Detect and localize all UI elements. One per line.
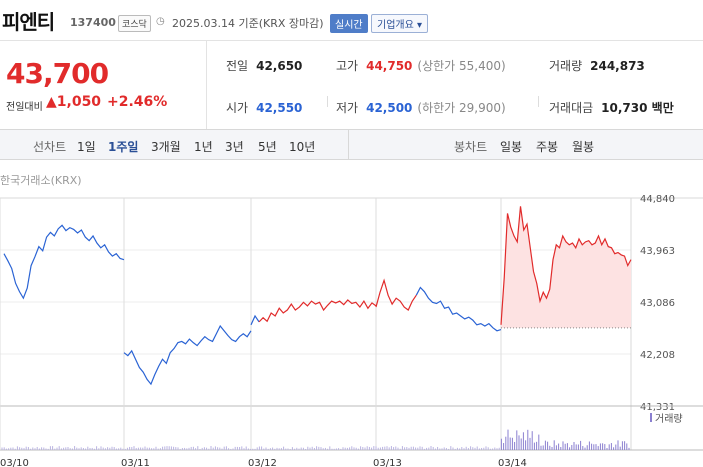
tab-3m[interactable]: 3개월 [151, 140, 181, 154]
low-price: 저가 42,500 (하한가 29,900) [336, 99, 506, 116]
tab-3y[interactable]: 3년 [225, 140, 244, 154]
stock-name: 피엔티 [2, 10, 55, 34]
high-price: 고가 44,750 (상한가 55,400) [336, 57, 506, 74]
x-tick-label: 03/13 [373, 458, 402, 467]
x-tick-label: 03/11 [121, 458, 150, 467]
open-price: 시가 42,550 [226, 99, 302, 116]
prev-close: 전일 42,650 [226, 57, 302, 74]
chart-tabs: 선차트 1일 1주일 3개월 1년 3년 5년 10년 봉차트 일봉 주봉 월봉 [0, 130, 703, 160]
price-series-line [258, 299, 377, 323]
low-value: 42,500 [366, 101, 413, 115]
amount-label: 거래대금 [549, 101, 594, 115]
divider [327, 96, 328, 107]
price-series-line [415, 286, 502, 332]
candle-chart-label: 봉차트 [454, 140, 488, 154]
divider [538, 96, 539, 107]
quote-panel: 43,700 전일대비 ▲1,050 +2.46% 전일 42,650 고가 44,… [0, 41, 703, 130]
amount-value: 10,730 백만 [601, 101, 674, 115]
tab-monthly[interactable]: 월봉 [572, 140, 595, 154]
market-badge: 코스닥 [118, 15, 151, 32]
tab-daily[interactable]: 일봉 [500, 140, 523, 154]
trade-amount: 거래대금 10,730 백만 [549, 99, 674, 116]
upper-limit: (상한가 55,400) [417, 59, 506, 73]
y-tick-label: 41,331 [640, 402, 675, 413]
change-value: ▲1,050 [46, 94, 102, 110]
company-overview-button[interactable]: 기업개요 ▾ [371, 14, 428, 33]
tab-weekly[interactable]: 주봉 [536, 140, 559, 154]
volume-legend-marker [650, 413, 652, 422]
change-percent: +2.46% [107, 94, 168, 110]
tab-5y[interactable]: 5년 [258, 140, 277, 154]
y-tick-label: 44,840 [640, 194, 675, 205]
price-block: 43,700 전일대비 ▲1,050 +2.46% [0, 41, 207, 129]
prev-close-value: 42,650 [256, 59, 303, 73]
realtime-button[interactable]: 실시간 [330, 14, 368, 33]
volume-value: 244,873 [590, 59, 645, 73]
x-tick-label: 03/12 [248, 458, 277, 467]
prev-close-label: 전일 [226, 59, 249, 73]
volume-label: 거래량 [549, 59, 583, 73]
divider [348, 130, 349, 160]
current-price: 43,700 [6, 57, 109, 90]
price-series-line [123, 324, 252, 386]
clock-icon: ◷ [156, 16, 165, 27]
tab-1w[interactable]: 1주일 [108, 140, 139, 154]
y-tick-label: 42,208 [640, 350, 675, 361]
y-tick-label: 43,963 [640, 246, 675, 257]
volume-legend-label: 거래량 [655, 413, 683, 425]
y-tick-label: 43,086 [640, 298, 675, 309]
low-label: 저가 [336, 101, 359, 115]
price-series-line [500, 206, 632, 325]
basis-date: 2025.03.14 기준(KRX 장마감) [172, 17, 324, 30]
open-value: 42,550 [256, 101, 303, 115]
line-chart-label: 선차트 [33, 140, 67, 154]
tab-10y[interactable]: 10년 [289, 140, 316, 154]
source-label: 한국거래소(KRX) [0, 174, 82, 187]
x-tick-label: 03/14 [498, 458, 527, 467]
lower-limit: (하한가 29,900) [417, 101, 506, 115]
x-tick-label: 03/10 [0, 458, 29, 467]
price-series-line [375, 278, 417, 311]
high-label: 고가 [336, 59, 359, 73]
price-series-line [250, 314, 260, 326]
tab-1y[interactable]: 1년 [194, 140, 213, 154]
change-label: 전일대비 [6, 102, 43, 113]
price-area-fill [501, 206, 631, 328]
high-value: 44,750 [366, 59, 413, 73]
volume: 거래량 244,873 [549, 57, 645, 74]
stock-header: 피엔티 137400 코스닥 ◷ 2025.03.14 기준(KRX 장마감) … [0, 0, 703, 41]
tab-1d[interactable]: 1일 [77, 140, 96, 154]
open-label: 시가 [226, 101, 249, 115]
price-series-line [3, 224, 125, 300]
stock-code: 137400 [70, 16, 116, 29]
